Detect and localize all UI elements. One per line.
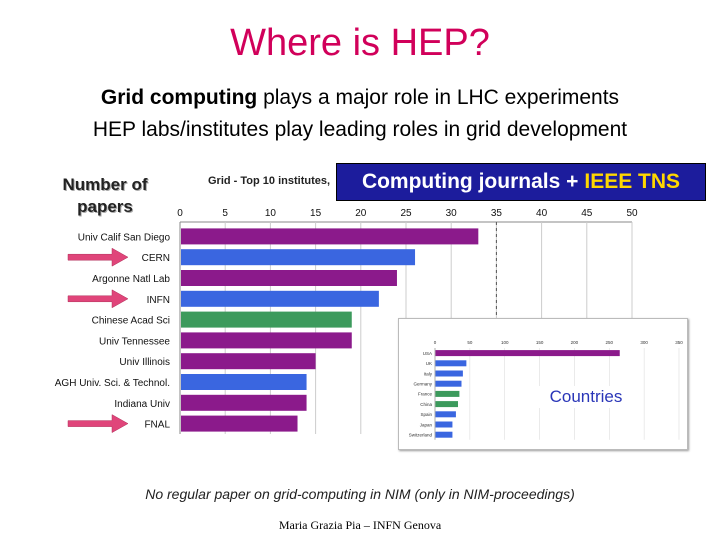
slide-title: Where is HEP? [230,22,490,64]
inset-bar [435,411,456,418]
highlight-arrow-icon [67,247,129,267]
inset-category-label: UK [426,361,432,366]
inset-x-tick-label: 250 [606,340,614,345]
x-tick-label: 35 [491,208,503,219]
inset-bar [435,360,467,367]
category-label: INFN [147,295,170,306]
inset-x-tick-label: 300 [640,340,648,345]
inset-category-label: Japan [420,422,433,427]
inset-category-label: China [420,402,432,407]
category-label: AGH Univ. Sci. & Technol. [55,378,170,389]
x-tick-label: 5 [222,208,228,219]
category-label: Univ Illinois [119,357,170,368]
inset-bar [435,380,462,387]
y-axis-label-line-2: papers [77,197,133,216]
category-label: Chinese Acad Sci [92,316,170,327]
inset-bar [435,370,463,377]
x-tick-label: 40 [536,208,548,219]
x-tick-label: 20 [355,208,367,219]
inset-x-tick-label: 50 [467,340,473,345]
inset-category-label: France [418,392,433,397]
bar [181,394,307,411]
highlight-arrow-icon [67,414,129,434]
inset-bar [435,431,453,438]
category-label: CERN [142,253,170,264]
x-tick-label: 10 [265,208,277,219]
slide-footer: Maria Grazia Pia – INFN Genova [278,518,442,532]
inset-category-label: USA [423,351,432,356]
countries-label: Countries [536,386,636,408]
x-tick-label: 25 [400,208,412,219]
category-label: Indiana Univ [114,399,170,410]
y-axis-label: Number of papers [40,174,170,218]
bar [181,415,298,432]
subtitle-line-2: HEP labs/institutes play leading roles i… [92,118,628,141]
bar [181,374,307,390]
category-label: Univ Tennessee [99,336,170,347]
inset-x-tick-label: 100 [501,340,509,345]
category-label: Argonne Natl Lab [92,274,170,285]
countries-inset-chart: 0 50 100 150 200 250 300 350 USA UK Italy Germany Fr… [398,318,688,450]
inset-category-label: Switzerland [409,433,433,438]
journals-banner: Computing journals + IEEE TNS [336,163,706,201]
subtitle-bold-text: Grid computing [100,86,258,109]
chart-title: Grid - Top 10 institutes, [208,175,331,187]
inset-bar [435,401,459,408]
bar [181,270,397,286]
footnote: No regular paper on grid-computing in NI… [145,486,575,502]
bar [181,332,352,349]
bar [181,228,479,245]
bar [181,353,316,370]
subtitle-rest-text: plays a major role in LHC experiments [257,86,620,109]
inset-category-label: Italy [424,371,433,376]
bar [181,290,379,307]
inset-category-label: Germany [413,382,432,387]
inset-bar [435,390,460,397]
x-tick-label: 15 [310,208,322,219]
subtitle-line-1: Grid computing plays a major role in LHC… [0,86,720,110]
bar [181,249,416,266]
bar [181,311,352,328]
inset-x-tick-label: 350 [675,340,683,345]
x-tick-label: 45 [581,208,593,219]
inset-x-tick-label: 150 [536,340,544,345]
x-tick-label: 30 [446,208,458,219]
category-label: Univ Calif San Diego [78,232,171,243]
inset-bar [435,350,620,357]
banner-tns-text: IEEE TNS [584,170,681,193]
x-tick-label: 0 [177,208,183,219]
inset-x-tick-label: 0 [434,340,437,345]
inset-category-label: Spain [420,412,432,417]
countries-bar-chart: 0 50 100 150 200 250 300 350 USA UK Italy Germany Fr… [409,340,683,440]
y-axis-label-line-1: Number of [62,175,148,194]
x-tick-label: 50 [626,208,638,219]
inset-x-tick-label: 200 [571,340,579,345]
banner-main-text: Computing journals + [361,170,579,193]
inset-bar [435,421,453,428]
category-label: FNAL [144,420,170,431]
highlight-arrow-icon [67,289,129,309]
